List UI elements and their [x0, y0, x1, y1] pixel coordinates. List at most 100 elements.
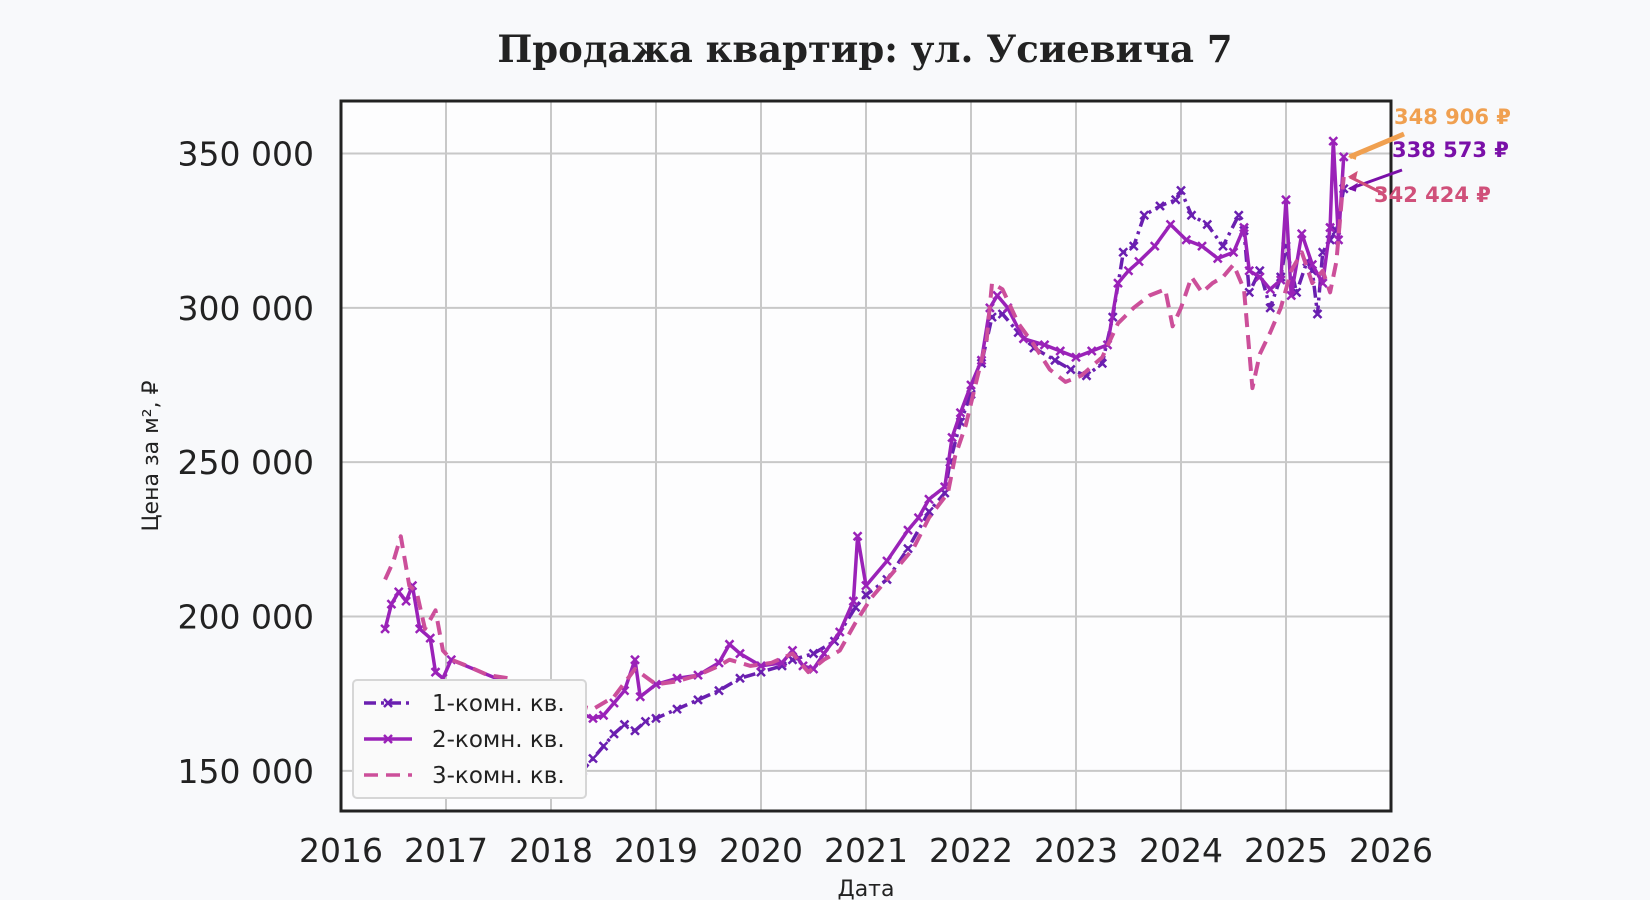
data-point-marker: [1218, 241, 1228, 251]
annotation-label: 348 906 ₽: [1394, 105, 1511, 129]
data-point-marker: [1325, 222, 1335, 233]
y-tick-label: 350 000: [178, 134, 314, 173]
legend-label: 1-комн. кв.: [432, 691, 565, 717]
data-point-marker: [1050, 355, 1060, 366]
data-point-marker: [756, 661, 766, 671]
data-point-marker: [1118, 247, 1129, 258]
data-point-marker: [966, 380, 976, 390]
axis-ticks: 2016 2017 2018 2019 2020 2021 2022 2023 2024 2025…: [178, 134, 1433, 870]
y-tick-label: 150 000: [178, 752, 314, 791]
data-point-marker: [992, 290, 1003, 301]
data-point-marker: [1149, 241, 1160, 251]
series-line: [383, 176, 1346, 712]
data-point-marker: [735, 648, 745, 659]
legend-label: 3-комн. кв.: [432, 763, 565, 789]
data-point-marker: [724, 639, 735, 650]
x-tick-label: 2025: [1244, 831, 1328, 870]
data-point-marker: [1333, 235, 1344, 245]
legend-marker: [383, 734, 393, 744]
data-point-marker: [609, 698, 619, 708]
data-point-marker: [1228, 247, 1239, 258]
data-point-marker: [588, 713, 598, 724]
x-tick-label: 2026: [1349, 831, 1433, 870]
data-point-marker: [609, 728, 619, 739]
series-line: [397, 188, 1346, 773]
data-point-marker: [1338, 151, 1349, 162]
x-tick-label: 2018: [509, 831, 593, 870]
data-point-marker: [1155, 201, 1165, 211]
data-point-marker: [640, 716, 651, 727]
data-point-marker: [1244, 287, 1255, 298]
data-point-marker: [1176, 185, 1186, 196]
data-point-marker: [808, 648, 819, 659]
data-point-marker: [1055, 346, 1066, 356]
data-point-marker: [714, 685, 724, 696]
data-point-marker: [1233, 210, 1244, 221]
data-point-marker: [1071, 352, 1081, 363]
annotation-arrowhead: [1347, 150, 1358, 160]
annotation-label: 338 573 ₽: [1392, 138, 1509, 162]
data-point-marker: [598, 741, 609, 752]
data-point-marker: [1244, 265, 1255, 276]
data-point-marker: [672, 704, 682, 715]
data-point-marker: [1039, 339, 1050, 350]
data-point-marker: [777, 657, 787, 668]
x-tick-label: 2019: [614, 831, 698, 870]
data-point-marker: [1296, 228, 1307, 239]
data-point-marker: [955, 407, 966, 418]
data-point-marker: [1212, 253, 1223, 264]
y-axis-label: Цена за м², ₽: [139, 380, 164, 531]
data-point-marker: [635, 691, 646, 702]
data-point-marker: [903, 543, 913, 554]
x-tick-label: 2021: [824, 831, 908, 870]
data-point-marker: [1123, 265, 1134, 276]
data-point-marker: [1265, 302, 1276, 313]
data-point-marker: [714, 657, 724, 668]
data-point-marker: [861, 580, 871, 591]
legend-label: 2-комн. кв.: [432, 727, 565, 753]
data-point-marker: [947, 432, 957, 443]
data-point-marker: [1186, 210, 1197, 221]
data-point-marker: [848, 596, 859, 606]
data-point-marker: [630, 725, 640, 736]
data-point-marker: [1170, 194, 1181, 205]
data-point-marker: [386, 599, 397, 610]
chart-title: Продажа квартир: ул. Усиевича 7: [497, 27, 1232, 71]
data-point-marker: [425, 633, 436, 644]
legend-marker: [383, 698, 393, 708]
data-point-marker: [1181, 235, 1192, 245]
x-tick-label: 2020: [719, 831, 803, 870]
data-point-marker: [1134, 256, 1144, 267]
data-point-marker: [861, 590, 871, 600]
data-point-marker: [401, 596, 411, 606]
data-point-marker: [430, 667, 441, 677]
data-point-marker: [1254, 272, 1265, 282]
data-point-marker: [693, 694, 703, 705]
data-point-marker: [903, 525, 913, 535]
data-point-marker: [1139, 210, 1150, 221]
data-point-marker: [924, 506, 934, 517]
data-point-marker: [630, 654, 640, 665]
data-point-marker: [913, 512, 924, 523]
data-point-marker: [1265, 284, 1276, 295]
annotation-arrowhead: [1347, 170, 1358, 180]
data-point-marker: [619, 719, 630, 730]
annotation-arrowhead: [1347, 182, 1358, 192]
y-tick-label: 300 000: [178, 289, 314, 328]
data-point-marker: [1317, 278, 1328, 289]
data-point-marker: [651, 713, 661, 724]
data-point-marker: [380, 623, 390, 634]
plot-frame: [339, 99, 1393, 813]
x-tick-label: 2023: [1034, 831, 1118, 870]
annotation-arrow: [1348, 131, 1405, 160]
data-point-marker: [1128, 241, 1139, 251]
data-point-marker: [882, 556, 892, 566]
x-tick-label: 2016: [299, 831, 383, 870]
data-point-marker: [598, 710, 609, 721]
data-point-marker: [834, 627, 845, 637]
x-tick-label: 2024: [1139, 831, 1223, 870]
end-value-annotations: 348 906 ₽ 338 573 ₽ 342 424 ₽: [1347, 105, 1511, 207]
data-point-marker: [1281, 194, 1291, 205]
data-point-marker: [1202, 219, 1213, 230]
annotation-label: 342 424 ₽: [1374, 183, 1491, 207]
